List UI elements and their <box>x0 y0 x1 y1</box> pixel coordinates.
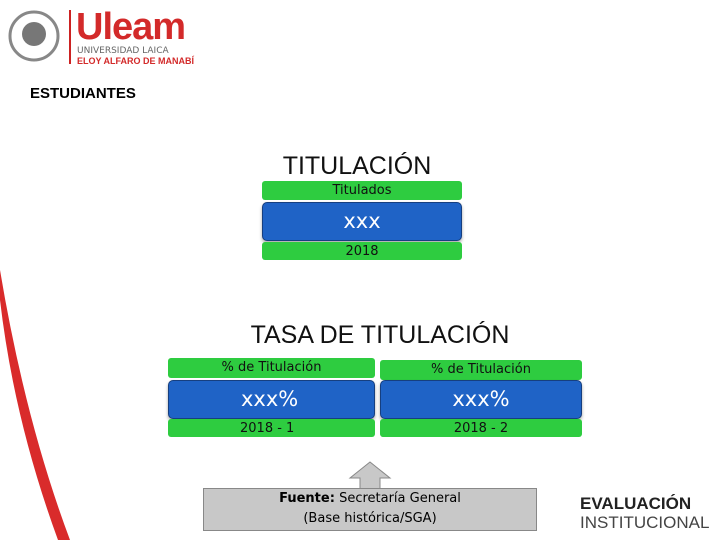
source-text: Secretaría General <box>339 491 461 506</box>
heading: TASA DE TITULACIÓN <box>250 321 510 349</box>
logo-line: ELOY ALFARO DE MANABÍ <box>77 56 195 66</box>
footer-logo: EVALUACIÓN <box>580 494 692 513</box>
logo-portrait <box>22 22 46 46</box>
footer-logo: INSTITUCIONAL <box>580 513 710 532</box>
label-bar: % de Titulación <box>168 358 375 378</box>
value-box: xxx <box>262 202 462 241</box>
value-box: xxx% <box>168 380 375 419</box>
logo-line: UNIVERSIDAD LAICA <box>77 46 169 56</box>
source-text: (Base histórica/SGA) <box>303 511 437 526</box>
source-box: Fuente: Secretaría General (Base históri… <box>203 488 537 531</box>
source-label: Fuente: <box>279 491 335 506</box>
heading: TITULACIÓN <box>282 152 432 180</box>
logo-name: Uleam <box>76 6 186 48</box>
period-bar: 2018 - 2 <box>380 419 582 437</box>
label-bar: % de Titulación <box>380 360 582 380</box>
section-title: ESTUDIANTES <box>30 85 136 102</box>
label-bar: Titulados <box>262 181 462 200</box>
red-curve <box>0 270 70 540</box>
arrow <box>348 461 392 491</box>
period-bar: 2018 - 1 <box>168 419 375 437</box>
value-box: xxx% <box>380 380 582 419</box>
year-bar: 2018 <box>262 242 462 260</box>
